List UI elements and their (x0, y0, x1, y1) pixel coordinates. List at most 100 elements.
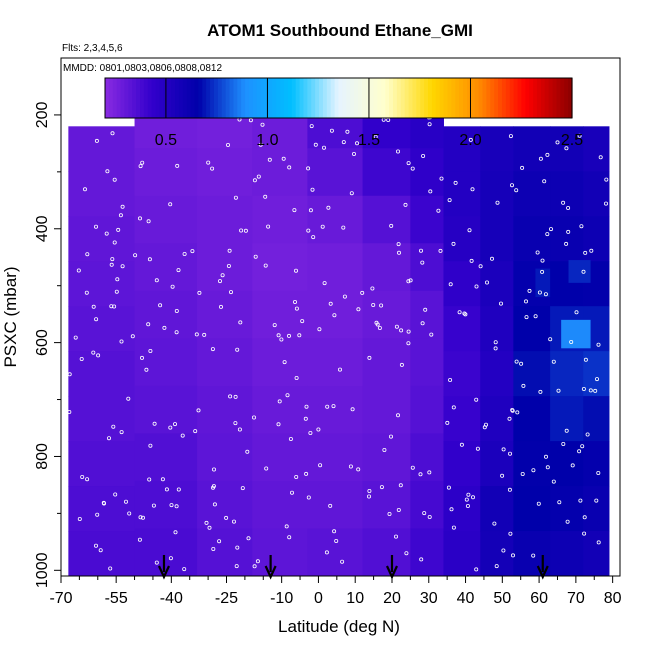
colorbar-swatch (276, 78, 281, 118)
sample-point (94, 224, 99, 229)
sample-point (174, 308, 179, 313)
sample-point (356, 307, 361, 312)
sample-point (594, 498, 599, 503)
heatmap-cell (513, 126, 551, 172)
sample-point (478, 264, 483, 269)
sample-point (494, 564, 499, 569)
sample-point (367, 488, 372, 493)
sample-point (508, 531, 513, 536)
sample-point (429, 332, 434, 337)
sample-point (545, 465, 550, 470)
heatmap-cell (68, 351, 136, 397)
sample-point (154, 560, 159, 565)
sample-point (144, 367, 149, 372)
sample-point (127, 511, 132, 516)
colorbar-swatch (338, 78, 343, 118)
heatmap-cell (583, 396, 610, 442)
colorbar-swatch (206, 78, 211, 118)
sample-point (561, 441, 566, 446)
sample-point (520, 471, 525, 476)
colorbar-swatch (455, 78, 460, 118)
sample-point (519, 361, 524, 366)
colorbar-swatch (268, 78, 273, 118)
heatmap-cell (197, 385, 253, 434)
sample-point (264, 466, 269, 471)
sample-point (549, 227, 554, 232)
sample-point (420, 260, 425, 265)
heatmap-cell (134, 433, 198, 482)
sample-point (543, 292, 548, 297)
sample-point (556, 388, 561, 393)
sample-point (493, 346, 498, 351)
profile-arrows (157, 555, 549, 580)
colorbar-swatch (186, 78, 192, 118)
sample-point (595, 377, 600, 382)
sample-point (370, 286, 375, 291)
sample-point (464, 497, 469, 502)
colorbar-tick-label: 0.5 (155, 132, 177, 149)
sample-point (466, 492, 471, 497)
profile-arrow-head (385, 565, 398, 580)
profile-arrow-head (157, 565, 170, 580)
colorbar-swatch (190, 78, 196, 118)
heatmap-cell (252, 385, 308, 434)
sample-point (436, 208, 441, 213)
sample-point (514, 188, 519, 193)
sample-point (574, 310, 579, 315)
sample-point (340, 559, 345, 564)
heatmap-cell (410, 195, 444, 244)
sample-point (207, 525, 212, 530)
colorbar-swatch (451, 78, 456, 118)
sample-point (255, 559, 260, 564)
colorbar-swatch (431, 78, 437, 118)
sample-point (190, 249, 195, 254)
sample-point (109, 262, 114, 267)
sample-point (310, 187, 315, 192)
sample-point (551, 479, 556, 484)
colorbar-swatch (303, 78, 308, 118)
sample-point (566, 229, 571, 234)
sample-point (540, 258, 545, 263)
x-tick-label: -25 (215, 590, 238, 607)
heatmap-cell (252, 433, 308, 482)
sample-point (80, 474, 85, 479)
y-axis: 200 400 600 800 1000 (34, 101, 61, 588)
colorbar-swatch (490, 78, 495, 118)
heatmap-cell (535, 268, 551, 298)
sample-point (331, 404, 336, 409)
sample-point (470, 187, 475, 192)
sample-point (79, 356, 84, 361)
sample-point (294, 306, 299, 311)
sample-point (111, 424, 116, 429)
x-tick-label: 50 (493, 590, 511, 607)
sample-point (396, 242, 401, 247)
colorbar-swatch (217, 78, 223, 118)
sample-point (396, 507, 401, 512)
sample-point (286, 333, 291, 338)
heatmap-cell (252, 195, 308, 244)
heatmap-cell (480, 171, 514, 217)
colorbar-swatch (412, 78, 417, 118)
sample-point (337, 367, 342, 372)
sample-point (243, 228, 248, 233)
sample-point (420, 321, 425, 326)
colorbar-swatch (252, 78, 258, 118)
colorbar-swatch (435, 78, 441, 118)
sample-point (225, 142, 230, 147)
sample-point (168, 425, 173, 430)
colorbar-swatch (354, 78, 359, 118)
colorbar-swatch (385, 78, 390, 118)
sample-point (459, 442, 464, 447)
heatmap-cell (68, 126, 136, 172)
colorbar-swatch (533, 78, 538, 118)
sample-point (489, 256, 494, 261)
colorbar-swatch (521, 78, 526, 118)
heatmap-cell (307, 385, 364, 434)
colorbar-swatch (326, 78, 332, 118)
sample-point (482, 425, 487, 430)
heatmap-cell (583, 486, 610, 532)
sample-point (389, 223, 394, 228)
colorbar-swatch (120, 78, 126, 118)
sample-point (180, 433, 185, 438)
sample-point (377, 325, 382, 330)
